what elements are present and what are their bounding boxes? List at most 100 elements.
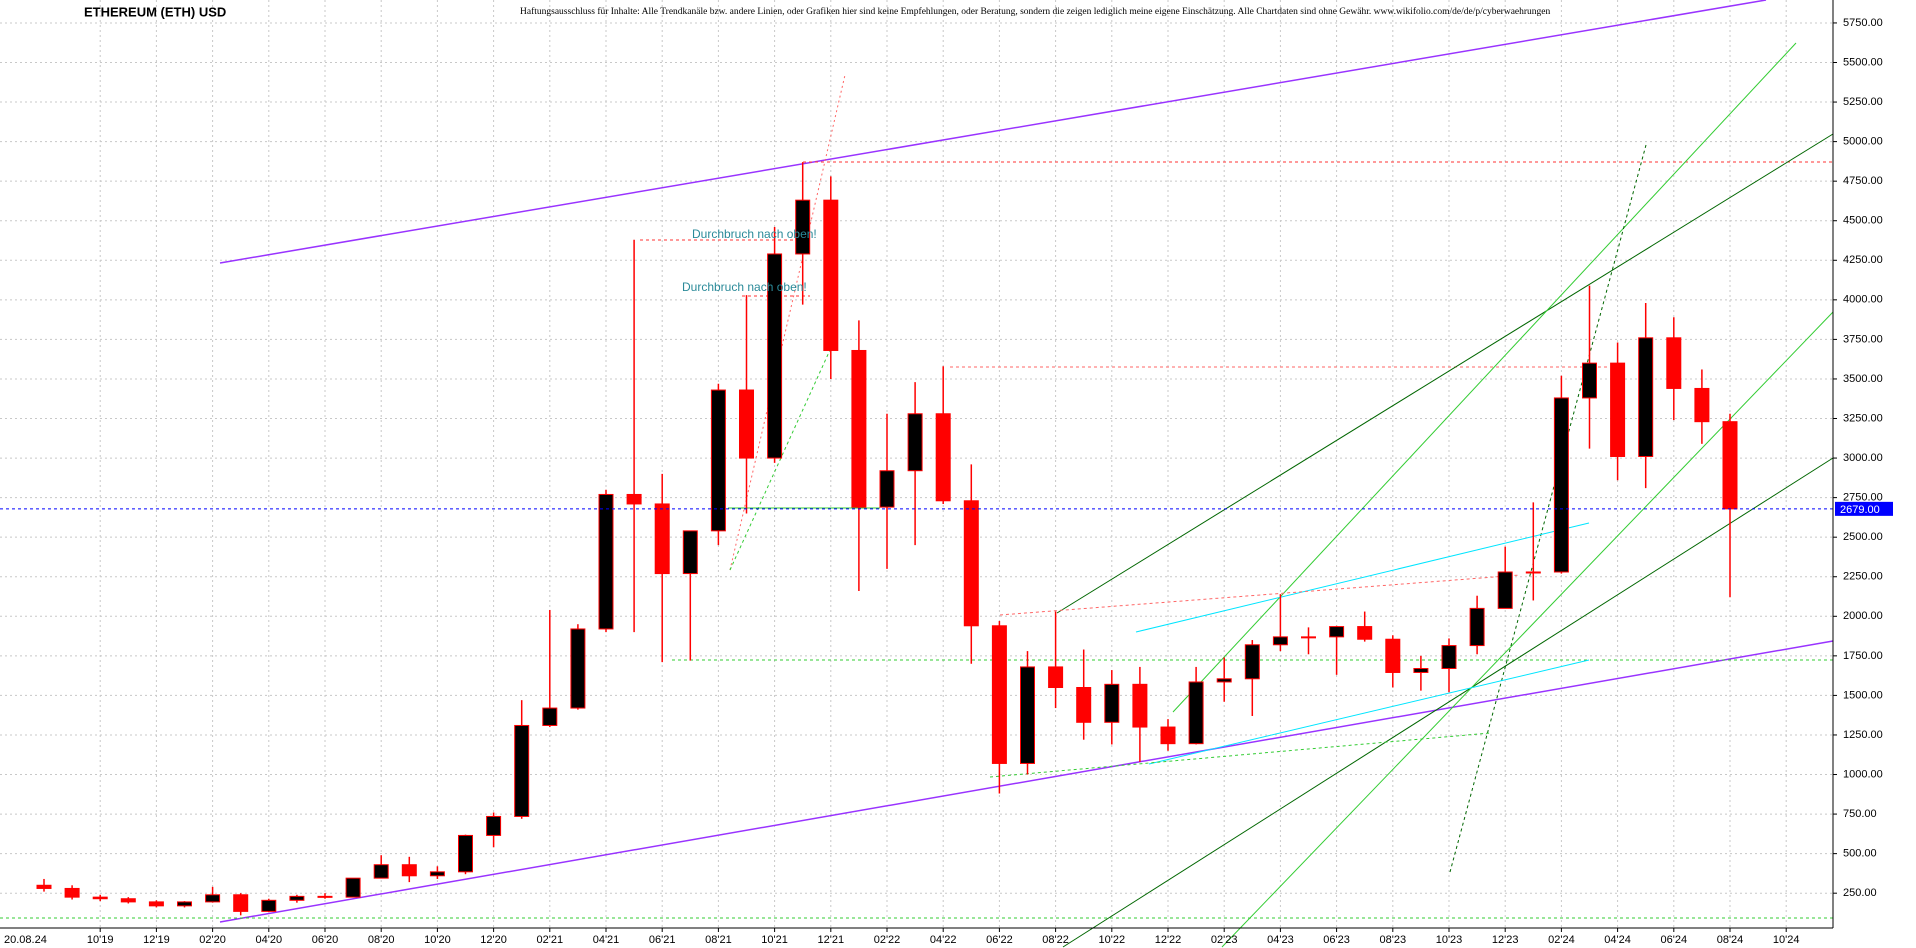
candle-body (1497, 571, 1513, 609)
y-tick-label: 5000.00 (1843, 136, 1883, 148)
annotation: Durchbruch nach oben! (682, 280, 807, 294)
candle-body (120, 898, 136, 903)
candle-body (1385, 638, 1401, 673)
candle-body (1582, 362, 1597, 399)
grid (0, 0, 1833, 928)
candle-body (64, 887, 80, 898)
candle-body (739, 389, 754, 459)
x-tick-label: 08'20 (368, 934, 395, 946)
y-tick-label: 4000.00 (1843, 294, 1883, 306)
candle-body (879, 470, 895, 508)
candle-body (935, 413, 951, 502)
trend-line (1062, 457, 1834, 948)
x-tick-label: 02'21 (537, 934, 564, 946)
candle-body (823, 199, 839, 351)
candle-body (1694, 387, 1710, 423)
y-tick-label: 750.00 (1843, 808, 1877, 820)
candle-body (148, 901, 164, 907)
x-tick-label: 02'24 (1548, 934, 1575, 946)
candle-body (1441, 645, 1457, 670)
y-tick-label: 3750.00 (1843, 333, 1883, 345)
x-tick-label: 12'22 (1155, 934, 1182, 946)
candle-body (514, 724, 530, 817)
x-tick-label: 08'24 (1717, 934, 1744, 946)
candle-body (1413, 668, 1429, 673)
y-tick-label: 3000.00 (1843, 452, 1883, 464)
x-tick-label: 12'23 (1492, 934, 1519, 946)
trend-channel-top (219, 0, 1767, 264)
candle-body (1525, 571, 1541, 574)
candle-body (1638, 337, 1654, 457)
candle-body (458, 834, 473, 873)
y-tick-label: 1500.00 (1843, 689, 1883, 701)
x-tick-label: 06'20 (312, 934, 339, 946)
x-tick-label: 06'24 (1661, 934, 1688, 946)
candle-body (1301, 636, 1316, 639)
candle-body (1104, 683, 1120, 723)
candle-body (1244, 644, 1260, 680)
x-tick-label: 12'21 (818, 934, 845, 946)
date-label: 20.08.24 (4, 934, 47, 946)
candle-body (907, 413, 923, 472)
x-tick-label: 04'22 (930, 934, 957, 946)
y-tick-label: 2250.00 (1843, 571, 1883, 583)
y-tick-label: 5750.00 (1843, 17, 1883, 29)
candle-body (1020, 666, 1035, 764)
candle-body (317, 895, 333, 898)
candle-body (1272, 636, 1288, 646)
candle-body (373, 864, 389, 879)
last-price-label: 2679.00 (1840, 504, 1880, 516)
x-tick-label: 10'23 (1436, 934, 1463, 946)
annotation: Durchbruch nach oben! (692, 227, 817, 241)
x-tick-label: 12'20 (480, 934, 507, 946)
x-tick-label: 02'23 (1211, 934, 1238, 946)
x-tick-label: 04'21 (593, 934, 620, 946)
x-tick-label: 06'21 (649, 934, 676, 946)
y-tick-label: 3500.00 (1843, 373, 1883, 385)
x-tick-label: 10'24 (1773, 934, 1800, 946)
candle-body (767, 253, 783, 459)
candle-body (991, 625, 1007, 764)
chart-title: ETHEREUM (ETH) USD (84, 4, 226, 19)
candle-body (401, 864, 417, 877)
x-tick-label: 04'20 (256, 934, 283, 946)
candle-body (1553, 397, 1569, 573)
x-tick-label: 04'23 (1267, 934, 1294, 946)
candle-body (486, 815, 502, 836)
candle-body (233, 894, 249, 912)
y-tick-label: 3250.00 (1843, 412, 1883, 424)
disclaimer: Haftungsausschluss für Inhalte: Alle Tre… (520, 6, 1551, 17)
candle-body (1188, 681, 1204, 745)
candles (36, 162, 1738, 916)
candle-body (1048, 666, 1064, 688)
candle-body (598, 493, 614, 630)
candle-body (92, 896, 108, 900)
x-tick-label: 08'21 (705, 934, 732, 946)
x-tick-label: 10'21 (761, 934, 788, 946)
y-tick-label: 250.00 (1843, 887, 1877, 899)
trend-line (1056, 133, 1834, 614)
candle-body (1610, 362, 1626, 457)
trend-line (729, 349, 831, 571)
candle-body (1722, 421, 1738, 510)
trend-channel-bottom (219, 640, 1834, 923)
y-tick-label: 1250.00 (1843, 729, 1883, 741)
y-tick-label: 5250.00 (1843, 96, 1883, 108)
x-tick-label: 10'22 (1099, 934, 1126, 946)
last-price-box (1835, 501, 1893, 516)
candle-body (1329, 626, 1345, 638)
y-tick-label: 4500.00 (1843, 215, 1883, 227)
x-tick-label: 02'20 (199, 934, 226, 946)
candle-body (1216, 678, 1232, 683)
trend-line (999, 574, 1521, 616)
candle-body (1666, 337, 1682, 389)
y-tick-label: 500.00 (1843, 848, 1877, 860)
candle-body (570, 628, 586, 709)
candle-body (542, 707, 558, 726)
x-tick-label: 08'22 (1042, 934, 1069, 946)
trend-line (1148, 659, 1590, 765)
candle-body (682, 530, 698, 575)
candle-body (1076, 686, 1092, 723)
